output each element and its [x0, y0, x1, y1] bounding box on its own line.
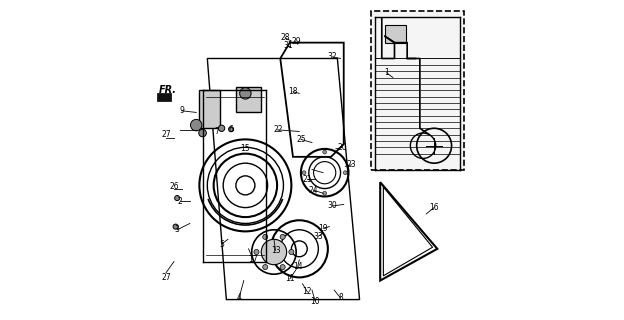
Text: FR.: FR. — [158, 85, 177, 95]
Text: 2: 2 — [178, 197, 183, 206]
Text: 16: 16 — [429, 203, 439, 212]
Text: 14: 14 — [293, 262, 303, 271]
Text: 27: 27 — [161, 273, 171, 282]
Text: 29: 29 — [291, 36, 301, 45]
Circle shape — [254, 250, 259, 254]
Circle shape — [280, 265, 285, 270]
Text: 7: 7 — [215, 127, 219, 136]
FancyBboxPatch shape — [157, 93, 171, 101]
FancyBboxPatch shape — [385, 25, 406, 43]
Text: 1: 1 — [384, 68, 389, 77]
Text: 12: 12 — [303, 287, 312, 296]
Circle shape — [190, 119, 202, 131]
Text: 23: 23 — [347, 160, 356, 169]
Circle shape — [263, 234, 268, 239]
Text: 17: 17 — [248, 255, 258, 264]
Circle shape — [228, 127, 233, 132]
Text: 10: 10 — [310, 297, 320, 306]
Text: 22: 22 — [274, 125, 283, 134]
Circle shape — [343, 171, 347, 175]
Text: 33: 33 — [313, 232, 323, 241]
Text: 20: 20 — [338, 143, 347, 152]
Circle shape — [261, 239, 286, 265]
Text: 9: 9 — [180, 106, 184, 115]
Text: 19: 19 — [318, 224, 328, 233]
Text: 27: 27 — [161, 130, 171, 139]
Circle shape — [175, 196, 180, 201]
Text: 11: 11 — [285, 275, 295, 284]
Text: 25: 25 — [296, 135, 306, 144]
Text: 5: 5 — [219, 240, 224, 249]
Text: 21: 21 — [303, 174, 312, 184]
Polygon shape — [236, 87, 261, 112]
Circle shape — [289, 250, 294, 254]
Text: 18: 18 — [288, 87, 298, 96]
Circle shape — [199, 129, 207, 137]
Text: 32: 32 — [328, 52, 338, 61]
Circle shape — [302, 171, 306, 175]
Circle shape — [173, 224, 178, 229]
Text: 4: 4 — [236, 293, 241, 302]
Text: 26: 26 — [169, 182, 179, 191]
FancyBboxPatch shape — [371, 11, 464, 170]
Circle shape — [280, 234, 285, 239]
Text: 13: 13 — [271, 246, 280, 255]
Text: 30: 30 — [328, 202, 338, 211]
Text: 31: 31 — [283, 41, 293, 50]
Polygon shape — [200, 90, 220, 128]
Text: 28: 28 — [280, 33, 290, 42]
Circle shape — [323, 191, 326, 195]
Circle shape — [218, 125, 225, 132]
Text: 3: 3 — [175, 225, 180, 234]
Circle shape — [240, 88, 251, 99]
Circle shape — [263, 265, 268, 270]
Circle shape — [323, 150, 326, 154]
Text: 24: 24 — [309, 186, 318, 195]
Text: 8: 8 — [338, 293, 343, 302]
Text: 15: 15 — [241, 144, 250, 153]
Text: 6: 6 — [228, 125, 233, 134]
